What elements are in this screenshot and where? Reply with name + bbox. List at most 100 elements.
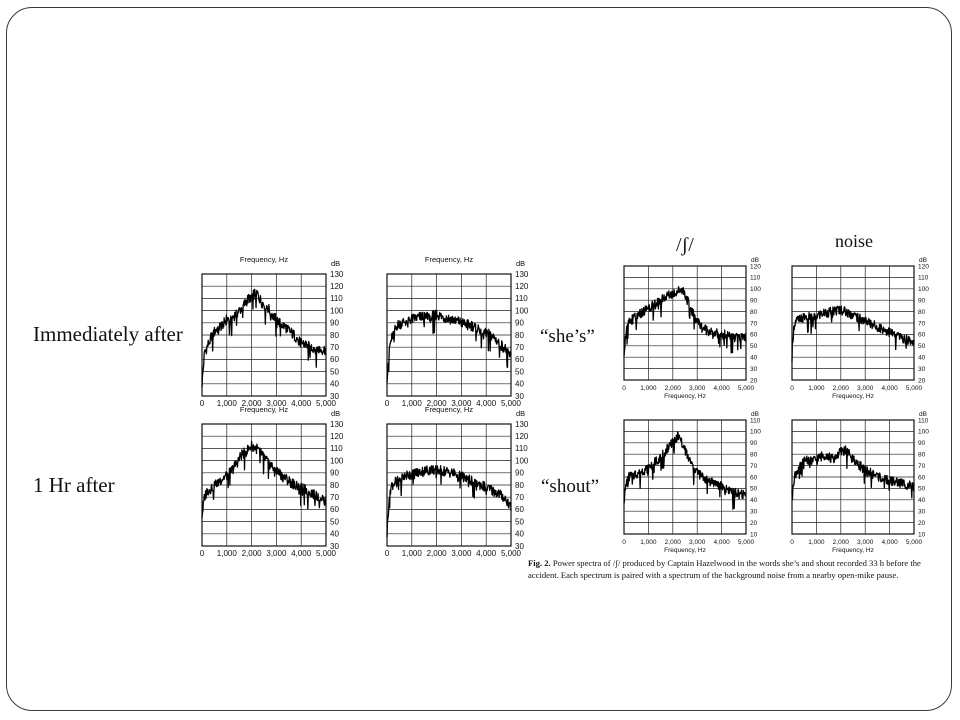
- y-tick-label: 60: [918, 474, 926, 481]
- y-tick-label: 90: [330, 319, 339, 328]
- caption-text: Power spectra of /ʃ/ produced by Captain…: [528, 558, 921, 580]
- y-tick-label: 60: [918, 332, 926, 339]
- y-tick-label: 70: [515, 493, 524, 502]
- x-tick-label: 2,000: [665, 385, 682, 392]
- y-tick-label: 50: [330, 367, 339, 376]
- x-tick-label: 0: [385, 399, 390, 408]
- y-tick-label: 60: [750, 474, 758, 481]
- y-tick-label: 70: [918, 320, 926, 327]
- y-tick-label: 120: [515, 432, 529, 441]
- y-tick-label: 120: [918, 263, 929, 270]
- spectrum-line: [386, 309, 512, 383]
- y-tick-label: 80: [750, 309, 758, 316]
- x-tick-label: 5,000: [906, 539, 923, 546]
- y-axis-label: dB: [751, 411, 759, 418]
- x-axis-label: Frequency, Hz: [832, 547, 874, 554]
- y-tick-label: 100: [750, 286, 761, 293]
- y-tick-label: 110: [750, 275, 761, 282]
- x-tick-label: 5,000: [738, 539, 755, 546]
- x-tick-label: 1,000: [402, 549, 423, 558]
- x-tick-label: 3,000: [451, 399, 472, 408]
- y-tick-label: 100: [330, 456, 344, 465]
- y-tick-label: 90: [750, 297, 758, 304]
- x-tick-label: 0: [200, 399, 205, 408]
- y-tick-label: 40: [515, 530, 524, 539]
- y-tick-label: 100: [515, 306, 529, 315]
- y-tick-label: 70: [918, 463, 926, 470]
- y-tick-label: 90: [330, 469, 339, 478]
- y-tick-label: 40: [918, 354, 926, 361]
- chart-title: Frequency, Hz: [425, 405, 473, 414]
- chart-panel-right-bottom-2: 110 100 90 80 70 60 50 40 30 20 10 dB 0 1,000 2,000 3,0…: [790, 411, 929, 554]
- y-tick-label: 130: [330, 270, 344, 279]
- x-tick-label: 1,000: [402, 399, 423, 408]
- y-tick-label: 120: [515, 282, 529, 291]
- x-tick-label: 4,000: [476, 399, 497, 408]
- chart-panel-left-top-2: 130 120 110 100 90 80 70 60 50 40 30 dB 0 1,000 2,000 3…: [385, 255, 529, 408]
- y-tick-label: 30: [918, 508, 926, 515]
- y-axis-label: dB: [516, 259, 525, 268]
- x-tick-label: 1,000: [808, 385, 825, 392]
- x-tick-label: 0: [622, 385, 626, 392]
- x-tick-label: 3,000: [451, 549, 472, 558]
- y-tick-label: 130: [330, 420, 344, 429]
- y-tick-label: 110: [330, 444, 343, 453]
- y-axis-label: dB: [751, 257, 759, 264]
- y-tick-label: 20: [750, 520, 758, 527]
- x-tick-label: 1,000: [217, 399, 238, 408]
- x-tick-label: 1,000: [640, 539, 657, 546]
- y-axis-label: dB: [331, 409, 340, 418]
- x-tick-label: 3,000: [266, 549, 287, 558]
- spectrum-line: [791, 445, 915, 501]
- column-header-phoneme: /ʃ/: [676, 234, 694, 256]
- y-tick-label: 60: [750, 332, 758, 339]
- column-header-noise: noise: [835, 231, 873, 251]
- row-label-immediately-after: Immediately after: [33, 322, 183, 346]
- y-tick-label: 100: [750, 429, 761, 436]
- y-tick-label: 20: [750, 377, 758, 384]
- y-tick-label: 110: [330, 294, 343, 303]
- x-tick-label: 2,000: [427, 399, 448, 408]
- y-tick-label: 100: [515, 456, 529, 465]
- x-tick-label: 4,000: [713, 539, 730, 546]
- x-tick-label: 2,000: [833, 385, 850, 392]
- x-tick-label: 4,000: [881, 539, 898, 546]
- row-label-one-hr-after: 1 Hr after: [33, 473, 115, 497]
- x-tick-label: 4,000: [476, 549, 497, 558]
- x-tick-label: 0: [200, 549, 205, 558]
- y-tick-label: 120: [330, 282, 344, 291]
- y-tick-label: 100: [918, 429, 929, 436]
- x-tick-label: 3,000: [689, 385, 706, 392]
- y-tick-label: 130: [515, 420, 529, 429]
- y-tick-label: 120: [330, 432, 344, 441]
- y-tick-label: 110: [918, 275, 929, 282]
- x-tick-label: 1,000: [217, 549, 238, 558]
- y-tick-label: 60: [330, 505, 339, 514]
- y-tick-label: 40: [330, 380, 339, 389]
- x-tick-label: 5,000: [316, 399, 337, 408]
- chart-panel-left-bottom-1: 130 120 110 100 90 80 70 60 50 40 30 dB 0 1,000 2,000 3…: [200, 405, 344, 558]
- y-tick-label: 80: [515, 331, 524, 340]
- y-tick-label: 100: [918, 286, 929, 293]
- chart-panel-right-top-1: 120 110 100 90 80 70 60 50 40 30 20 dB 0 1,000 2,000 3,…: [622, 257, 761, 400]
- y-tick-label: 60: [515, 505, 524, 514]
- x-tick-label: 5,000: [501, 549, 522, 558]
- y-tick-label: 70: [330, 343, 339, 352]
- x-axis-label: Frequency, Hz: [832, 393, 874, 400]
- y-tick-label: 30: [750, 508, 758, 515]
- y-tick-label: 100: [330, 306, 344, 315]
- y-tick-label: 50: [918, 343, 926, 350]
- y-tick-label: 110: [515, 294, 528, 303]
- x-tick-label: 1,000: [640, 385, 657, 392]
- x-axis-label: Frequency, Hz: [664, 393, 706, 400]
- caption-fig-label: Fig. 2.: [528, 558, 551, 568]
- chart-title: Frequency, Hz: [240, 405, 288, 414]
- x-tick-label: 5,000: [316, 549, 337, 558]
- x-tick-label: 1,000: [808, 539, 825, 546]
- x-tick-label: 2,000: [242, 549, 263, 558]
- y-tick-label: 120: [750, 263, 761, 270]
- chart-title: Frequency, Hz: [425, 255, 473, 264]
- x-tick-label: 2,000: [242, 399, 263, 408]
- y-tick-label: 70: [515, 343, 524, 352]
- y-tick-label: 50: [918, 486, 926, 493]
